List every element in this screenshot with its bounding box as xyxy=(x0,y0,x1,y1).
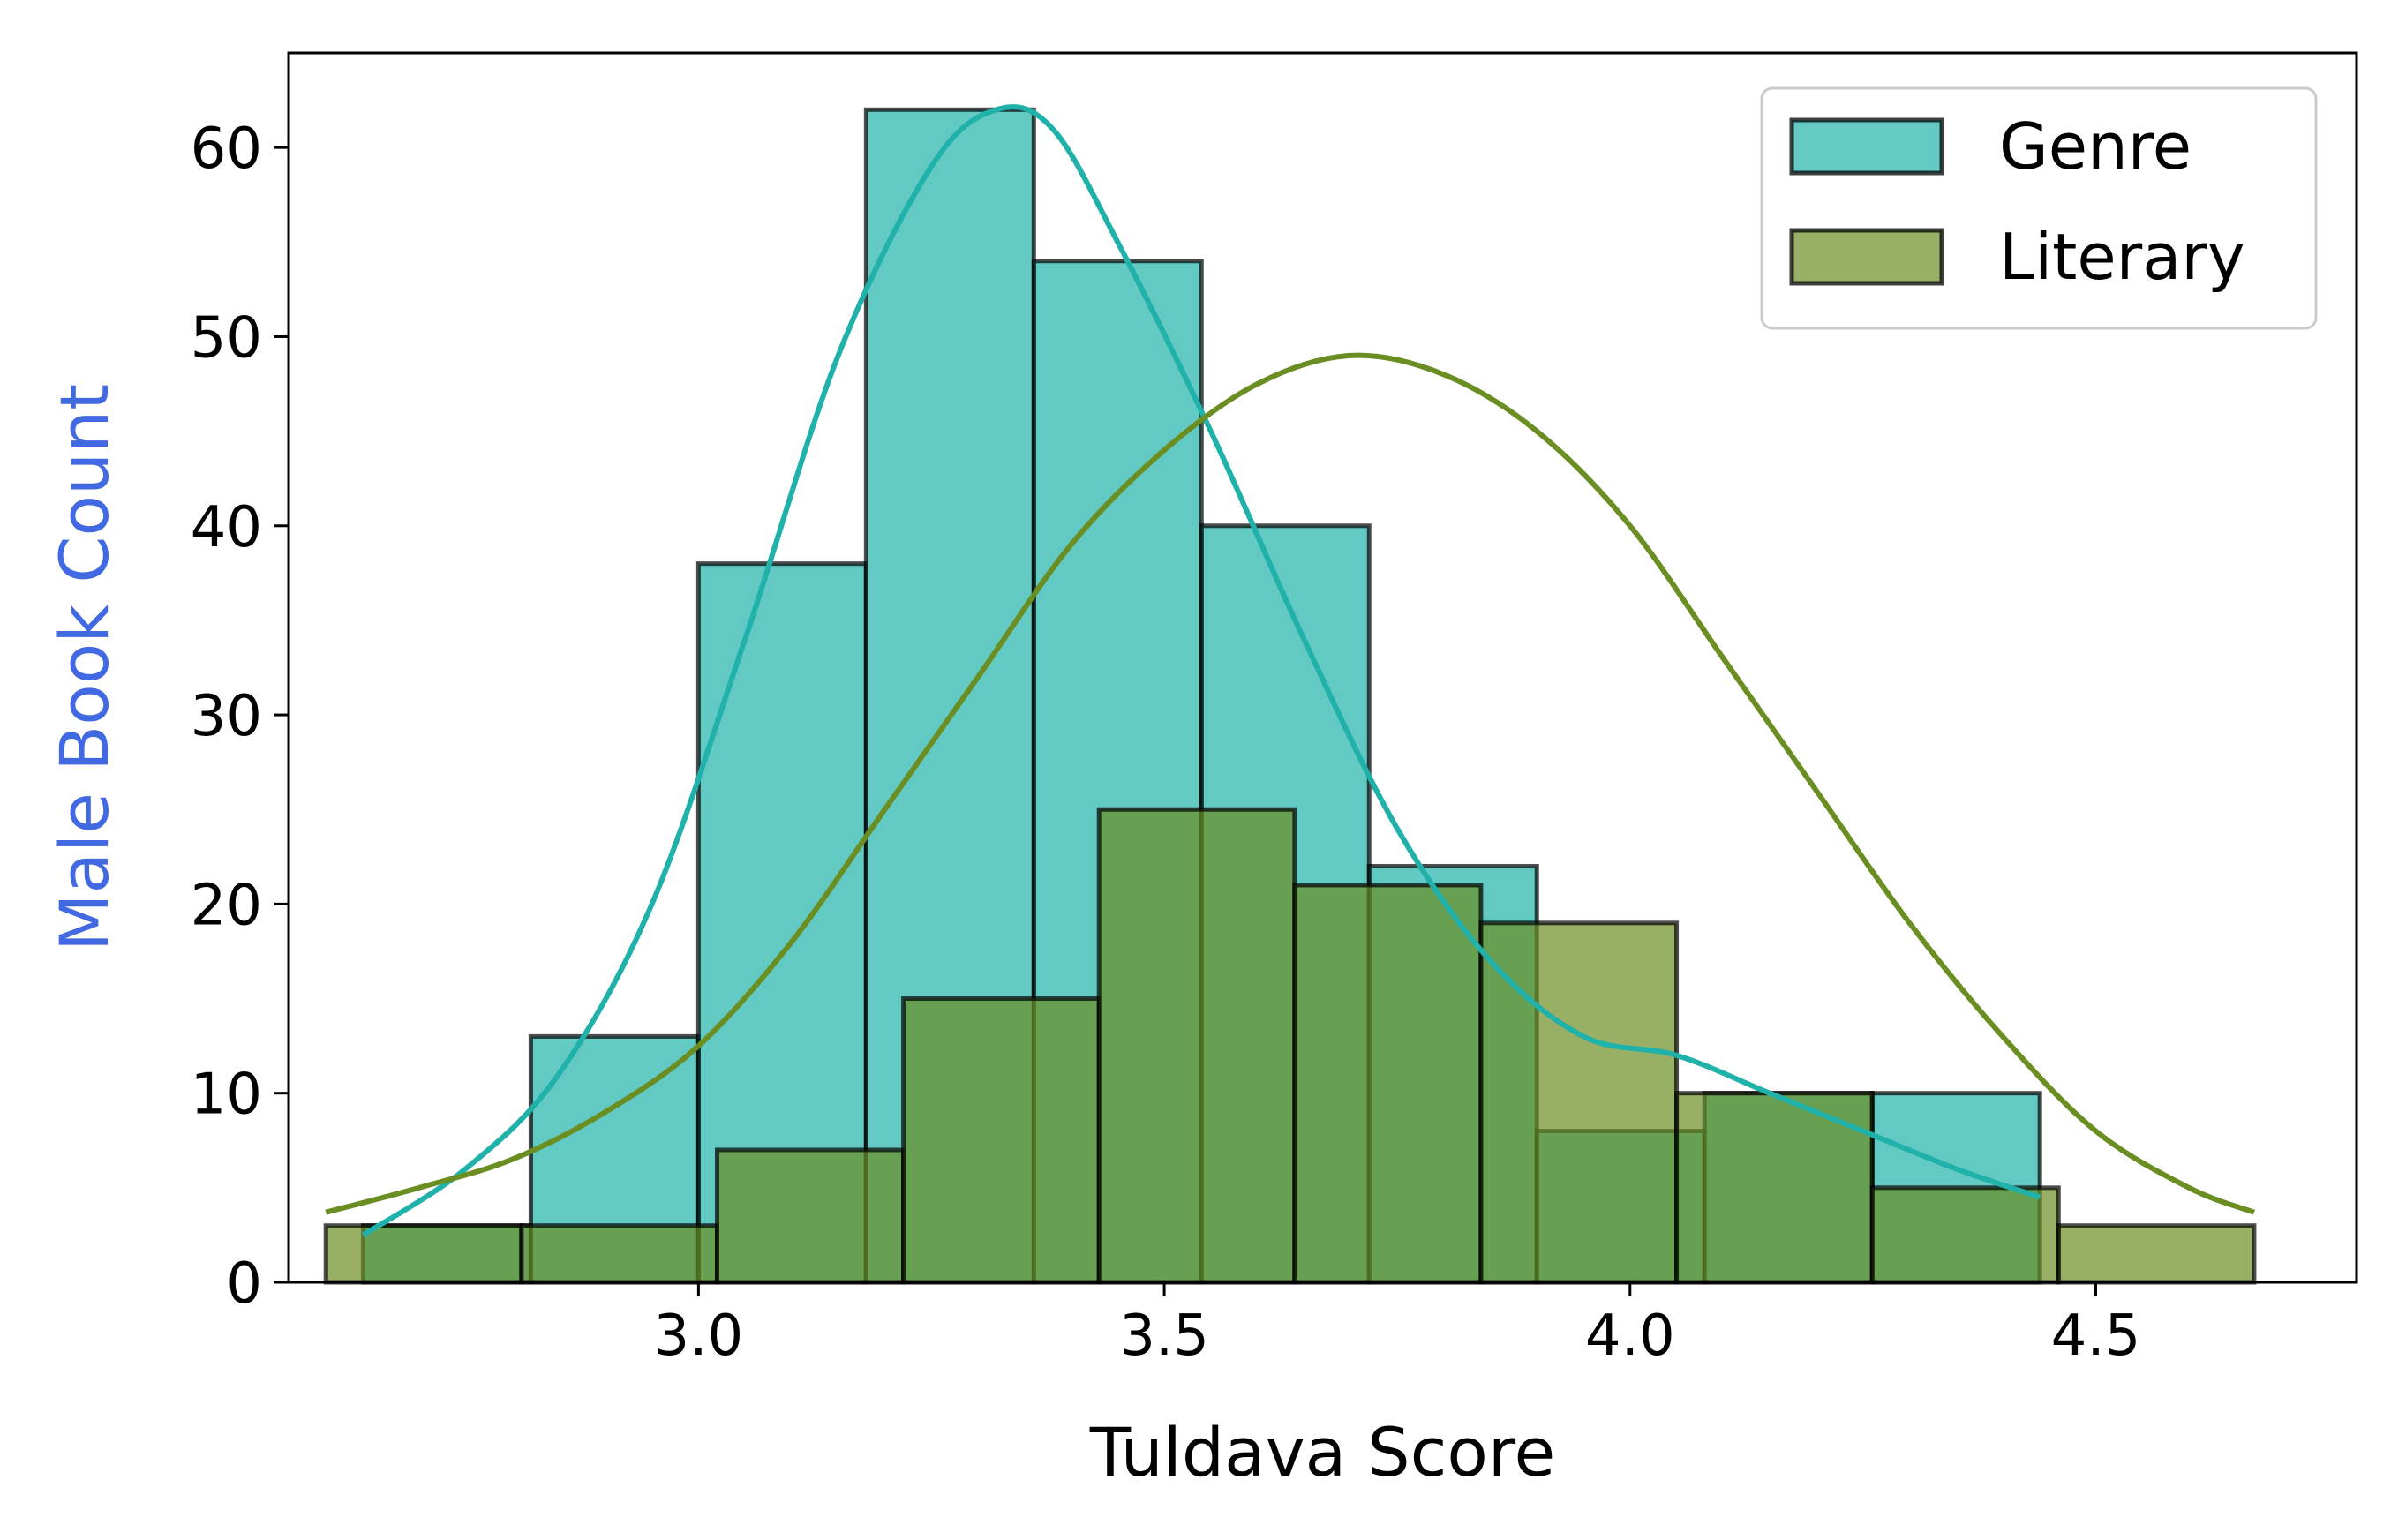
bar-literary-8 xyxy=(1869,1185,2061,1285)
kde-line-literary xyxy=(325,352,2255,1215)
y-tick-label: 30 xyxy=(191,684,262,749)
kde-line-genre xyxy=(361,104,2041,1237)
bar-literary-0 xyxy=(323,1223,524,1285)
legend-label-genre: Genre xyxy=(1999,109,2192,184)
bar-literary-2 xyxy=(714,1147,906,1285)
x-tick-label: 4.5 xyxy=(2051,1303,2141,1369)
bar-literary-3 xyxy=(901,996,1102,1285)
bar-literary-9 xyxy=(2056,1223,2257,1285)
y-tick-label: 60 xyxy=(191,116,262,182)
x-tick-label: 4.0 xyxy=(1585,1303,1675,1369)
y-tick-label: 50 xyxy=(191,305,262,371)
x-axis-title: Tuldava Score xyxy=(1089,1413,1556,1491)
axis-ticks: 3.0 3.5 4.0 4.5 0 10 20 30 40 50 60 xyxy=(191,116,2141,1369)
y-axis-title: Male Book Count xyxy=(45,384,124,951)
legend-label-literary: Literary xyxy=(1999,220,2245,294)
legend-swatch-genre xyxy=(1789,117,1944,176)
legend-swatch-literary xyxy=(1789,228,1944,286)
legend: Genre Literary xyxy=(1760,86,2318,330)
plot-frame xyxy=(287,51,2358,1284)
bar-literary-1 xyxy=(519,1223,719,1285)
bar-literary-5 xyxy=(1292,883,1484,1285)
x-tick-label: 3.5 xyxy=(1119,1303,1209,1369)
y-tick-label: 20 xyxy=(191,873,262,938)
x-tick-label: 3.0 xyxy=(653,1303,743,1369)
kde-curves xyxy=(325,104,2255,1237)
y-tick-label: 0 xyxy=(226,1251,262,1317)
bar-literary-7 xyxy=(1674,1091,1875,1285)
y-tick-label: 40 xyxy=(191,495,262,560)
bar-literary-6 xyxy=(1478,920,1680,1285)
y-tick-label: 10 xyxy=(191,1063,262,1128)
histogram-bars xyxy=(323,107,2257,1285)
bar-literary-4 xyxy=(1096,807,1297,1285)
